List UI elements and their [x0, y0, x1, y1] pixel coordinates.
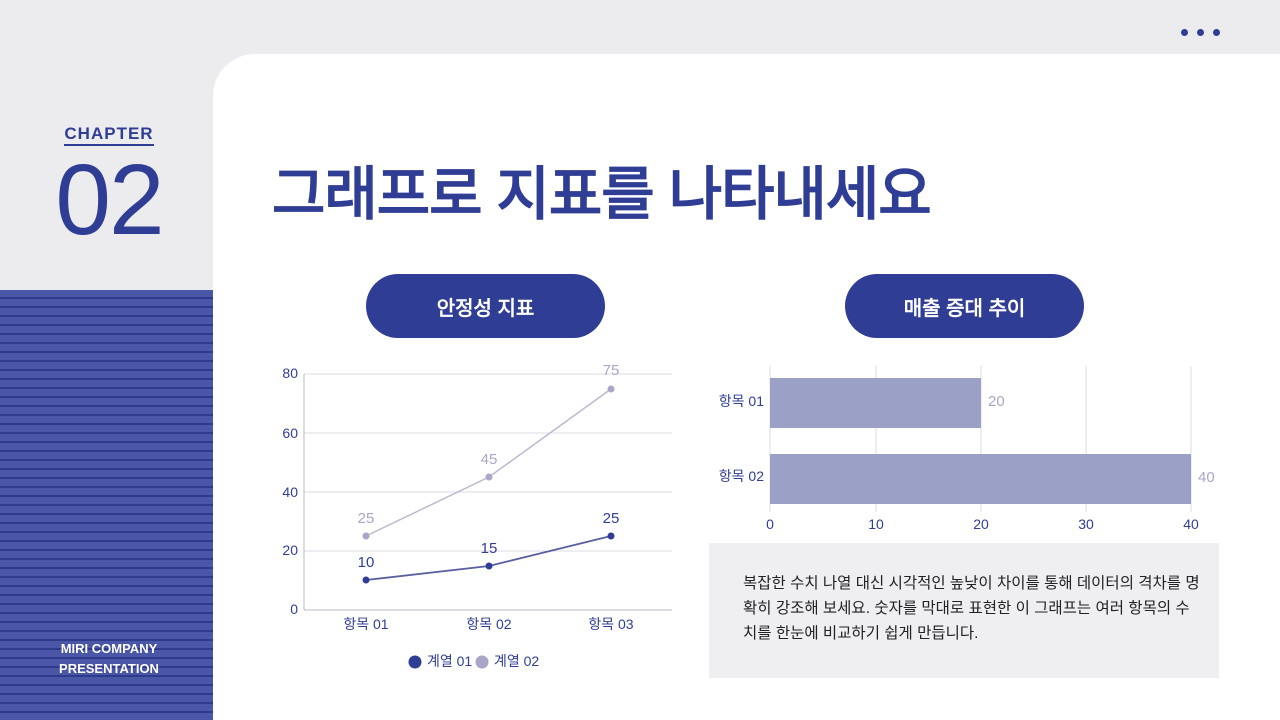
x-tick: 항목 03 — [588, 616, 633, 632]
bar-value-labels: 20 40 — [988, 393, 1215, 486]
sidebar-striped-band — [0, 290, 213, 720]
data-label: 10 — [358, 554, 375, 571]
series-2-points — [362, 385, 615, 540]
company-name: MIRI COMPANY PRESENTATION — [0, 639, 218, 679]
chapter-label-text: CHAPTER — [64, 124, 154, 146]
bar-item-02 — [770, 454, 1191, 504]
data-label: 20 — [988, 393, 1005, 410]
legend-series-1-marker — [408, 655, 422, 669]
data-label: 15 — [481, 540, 498, 557]
data-label: 75 — [603, 362, 620, 379]
dot-icon — [1181, 29, 1188, 36]
line-chart-grid — [304, 373, 672, 552]
dot-icon — [1197, 29, 1204, 36]
y-tick: 40 — [282, 484, 298, 500]
series-1-points — [362, 532, 615, 584]
description-box: 복잡한 수치 나열 대신 시각적인 높낮이 차이를 통해 데이터의 격차를 명확… — [709, 543, 1219, 678]
category-label: 항목 02 — [719, 468, 764, 484]
category-label: 항목 01 — [719, 393, 764, 409]
data-label: 45 — [481, 451, 498, 468]
bar-chart: 항목 01 항목 02 20 40 0 10 20 30 40 — [719, 366, 1215, 532]
x-tick: 40 — [1183, 516, 1199, 532]
legend-series-2-label: 계열 02 — [494, 653, 539, 669]
data-label: 25 — [358, 510, 375, 527]
data-label: 25 — [603, 510, 620, 527]
legend-series-1-label: 계열 01 — [427, 653, 472, 669]
bar-x-ticks: 0 10 20 30 40 — [766, 516, 1199, 532]
company-line-1: MIRI COMPANY — [60, 641, 158, 656]
company-line-2: PRESENTATION — [59, 661, 159, 676]
y-tick: 20 — [282, 542, 298, 558]
x-tick: 항목 01 — [343, 616, 388, 632]
chapter-label: CHAPTER — [0, 124, 218, 146]
bar-item-01 — [770, 378, 981, 428]
y-tick: 80 — [282, 365, 298, 381]
x-tick: 20 — [973, 516, 989, 532]
x-tick: 항목 02 — [466, 616, 511, 632]
sales-growth-pill: 매출 증대 추이 — [845, 274, 1084, 338]
x-axis-ticks: 항목 01 항목 02 항목 03 — [343, 616, 633, 632]
legend-series-2-marker — [475, 655, 489, 669]
series-2-labels: 25 45 75 — [358, 362, 620, 527]
series-1-labels: 10 15 25 — [358, 510, 620, 571]
bar-category-labels: 항목 01 항목 02 — [719, 393, 764, 484]
stability-index-pill: 안정성 지표 — [366, 274, 605, 338]
y-tick: 0 — [290, 601, 298, 617]
x-tick: 10 — [868, 516, 884, 532]
y-tick: 60 — [282, 425, 298, 441]
chapter-number: 02 — [55, 144, 164, 256]
x-tick: 30 — [1078, 516, 1094, 532]
line-chart: 80 60 40 20 0 항목 01 항목 02 항목 03 25 45 75… — [282, 362, 672, 669]
data-label: 40 — [1198, 469, 1215, 486]
page-title: 그래프로 지표를 나타내세요 — [272, 162, 932, 227]
y-axis-ticks: 80 60 40 20 0 — [282, 365, 298, 617]
more-menu-button[interactable] — [1181, 29, 1220, 36]
line-chart-legend: 계열 01 계열 02 — [408, 653, 539, 669]
x-tick: 0 — [766, 516, 774, 532]
description-text: 복잡한 수치 나열 대신 시각적인 높낮이 차이를 통해 데이터의 격차를 명확… — [743, 575, 1200, 642]
dot-icon — [1213, 29, 1220, 36]
